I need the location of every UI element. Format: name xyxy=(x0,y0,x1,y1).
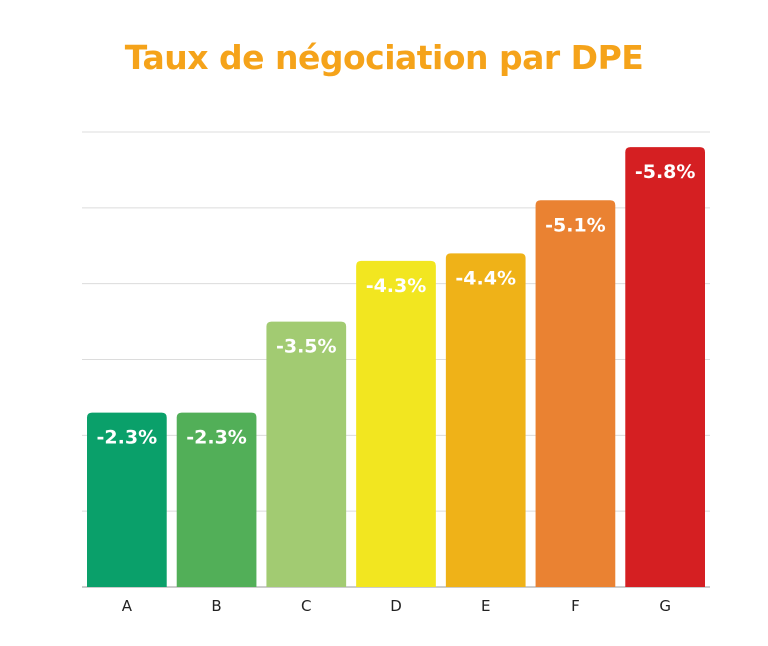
bar-value-label-f: -5.1% xyxy=(545,214,606,236)
bar-e xyxy=(445,253,526,588)
bar-b xyxy=(176,412,257,587)
chart-title: Taux de négociation par DPE xyxy=(124,38,644,77)
bar-value-label-g: -5.8% xyxy=(635,161,696,183)
x-tick-label-c: C xyxy=(301,597,311,615)
x-tick-label-g: G xyxy=(659,597,671,615)
bars xyxy=(87,147,705,588)
bar-value-label-e: -4.4% xyxy=(455,267,516,289)
bar-value-label-d: -4.3% xyxy=(366,275,427,297)
bar-value-label-a: -2.3% xyxy=(97,427,158,449)
x-tick-label-d: D xyxy=(390,597,402,615)
x-tick-label-b: B xyxy=(211,597,221,615)
x-tick-label-f: F xyxy=(571,597,580,615)
bar-g xyxy=(625,147,705,587)
x-tick-label-a: A xyxy=(122,597,133,615)
x-tick-label-e: E xyxy=(481,597,490,615)
bar-value-label-b: -2.3% xyxy=(186,427,247,449)
bar-f xyxy=(535,200,616,587)
bar-c xyxy=(266,321,347,587)
bar-a xyxy=(87,412,167,587)
bar-value-label-c: -3.5% xyxy=(276,336,337,358)
bar-labels: -2.3% -2.3% -3.5% -4.3% -4.4% -5.1% -5.8% xyxy=(97,161,696,448)
x-axis-ticks: A B C D E F G xyxy=(122,597,671,615)
bar-d xyxy=(356,260,436,587)
